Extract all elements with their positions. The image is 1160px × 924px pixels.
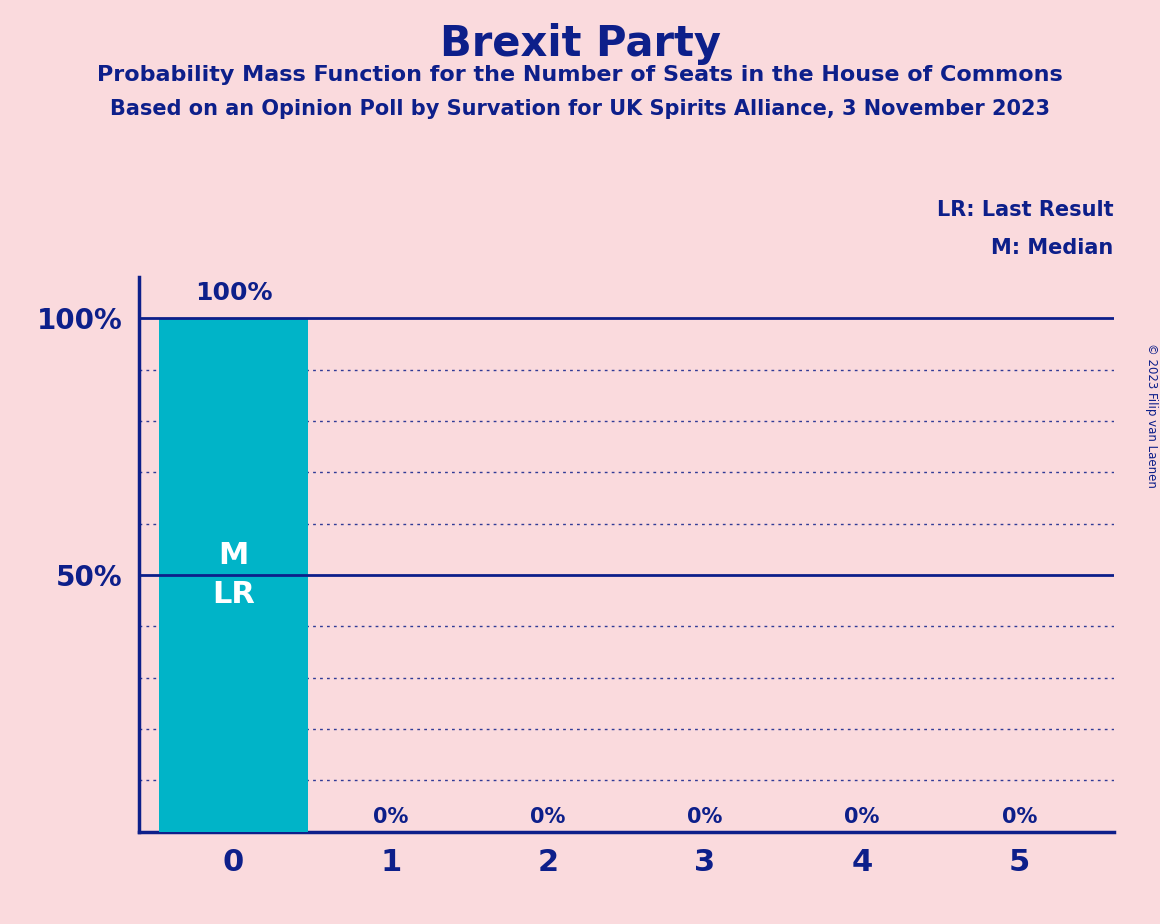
Bar bbox=[159, 318, 309, 832]
Text: Probability Mass Function for the Number of Seats in the House of Commons: Probability Mass Function for the Number… bbox=[97, 65, 1063, 85]
Text: © 2023 Filip van Laenen: © 2023 Filip van Laenen bbox=[1145, 344, 1159, 488]
Text: Brexit Party: Brexit Party bbox=[440, 23, 720, 65]
Text: 0%: 0% bbox=[687, 808, 723, 828]
Text: 100%: 100% bbox=[195, 282, 273, 306]
Text: M: Median: M: Median bbox=[992, 238, 1114, 259]
Text: 0%: 0% bbox=[1001, 808, 1037, 828]
Text: 0%: 0% bbox=[530, 808, 566, 828]
Text: 0%: 0% bbox=[844, 808, 879, 828]
Text: M
LR: M LR bbox=[212, 541, 255, 609]
Text: LR: Last Result: LR: Last Result bbox=[937, 200, 1114, 220]
Text: Based on an Opinion Poll by Survation for UK Spirits Alliance, 3 November 2023: Based on an Opinion Poll by Survation fo… bbox=[110, 99, 1050, 119]
Text: 0%: 0% bbox=[374, 808, 408, 828]
